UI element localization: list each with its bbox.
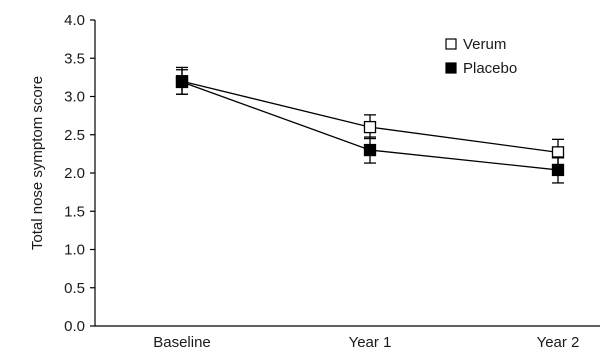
legend-marker-placebo [445,62,457,74]
data-point [363,120,377,134]
data-point [363,143,377,157]
y-axis: 0.0 0.5 1.0 1.5 2.0 2.5 3.0 3.5 4.0 [64,12,96,335]
series-placebo [175,69,565,184]
y-tick-label: 3.5 [64,50,85,67]
y-tick-label: 0.5 [64,280,85,297]
data-point [175,75,189,89]
legend-label-placebo: Placebo [463,60,517,77]
legend-label-verum: Verum [463,36,506,53]
y-tick-label: 4.0 [64,12,85,29]
y-tick-label: 3.0 [64,89,85,106]
x-tick-label: Baseline [153,334,211,351]
y-tick-label: 1.0 [64,242,85,259]
data-point [551,163,565,177]
y-tick-label: 1.5 [64,203,85,220]
x-tick-label: Year 1 [349,334,392,351]
legend-marker-verum [445,38,457,50]
series-layer [175,66,565,184]
y-axis-title: Total nose symptom score [29,76,46,250]
x-tick-label: Year 2 [537,334,580,351]
x-axis: Baseline Year 1 Year 2 [95,325,600,351]
legend: Verum Placebo [445,36,517,77]
y-tick-label: 0.0 [64,318,85,335]
y-tick-label: 2.5 [64,127,85,144]
data-point [551,146,565,159]
y-tick-label: 2.0 [64,165,85,182]
